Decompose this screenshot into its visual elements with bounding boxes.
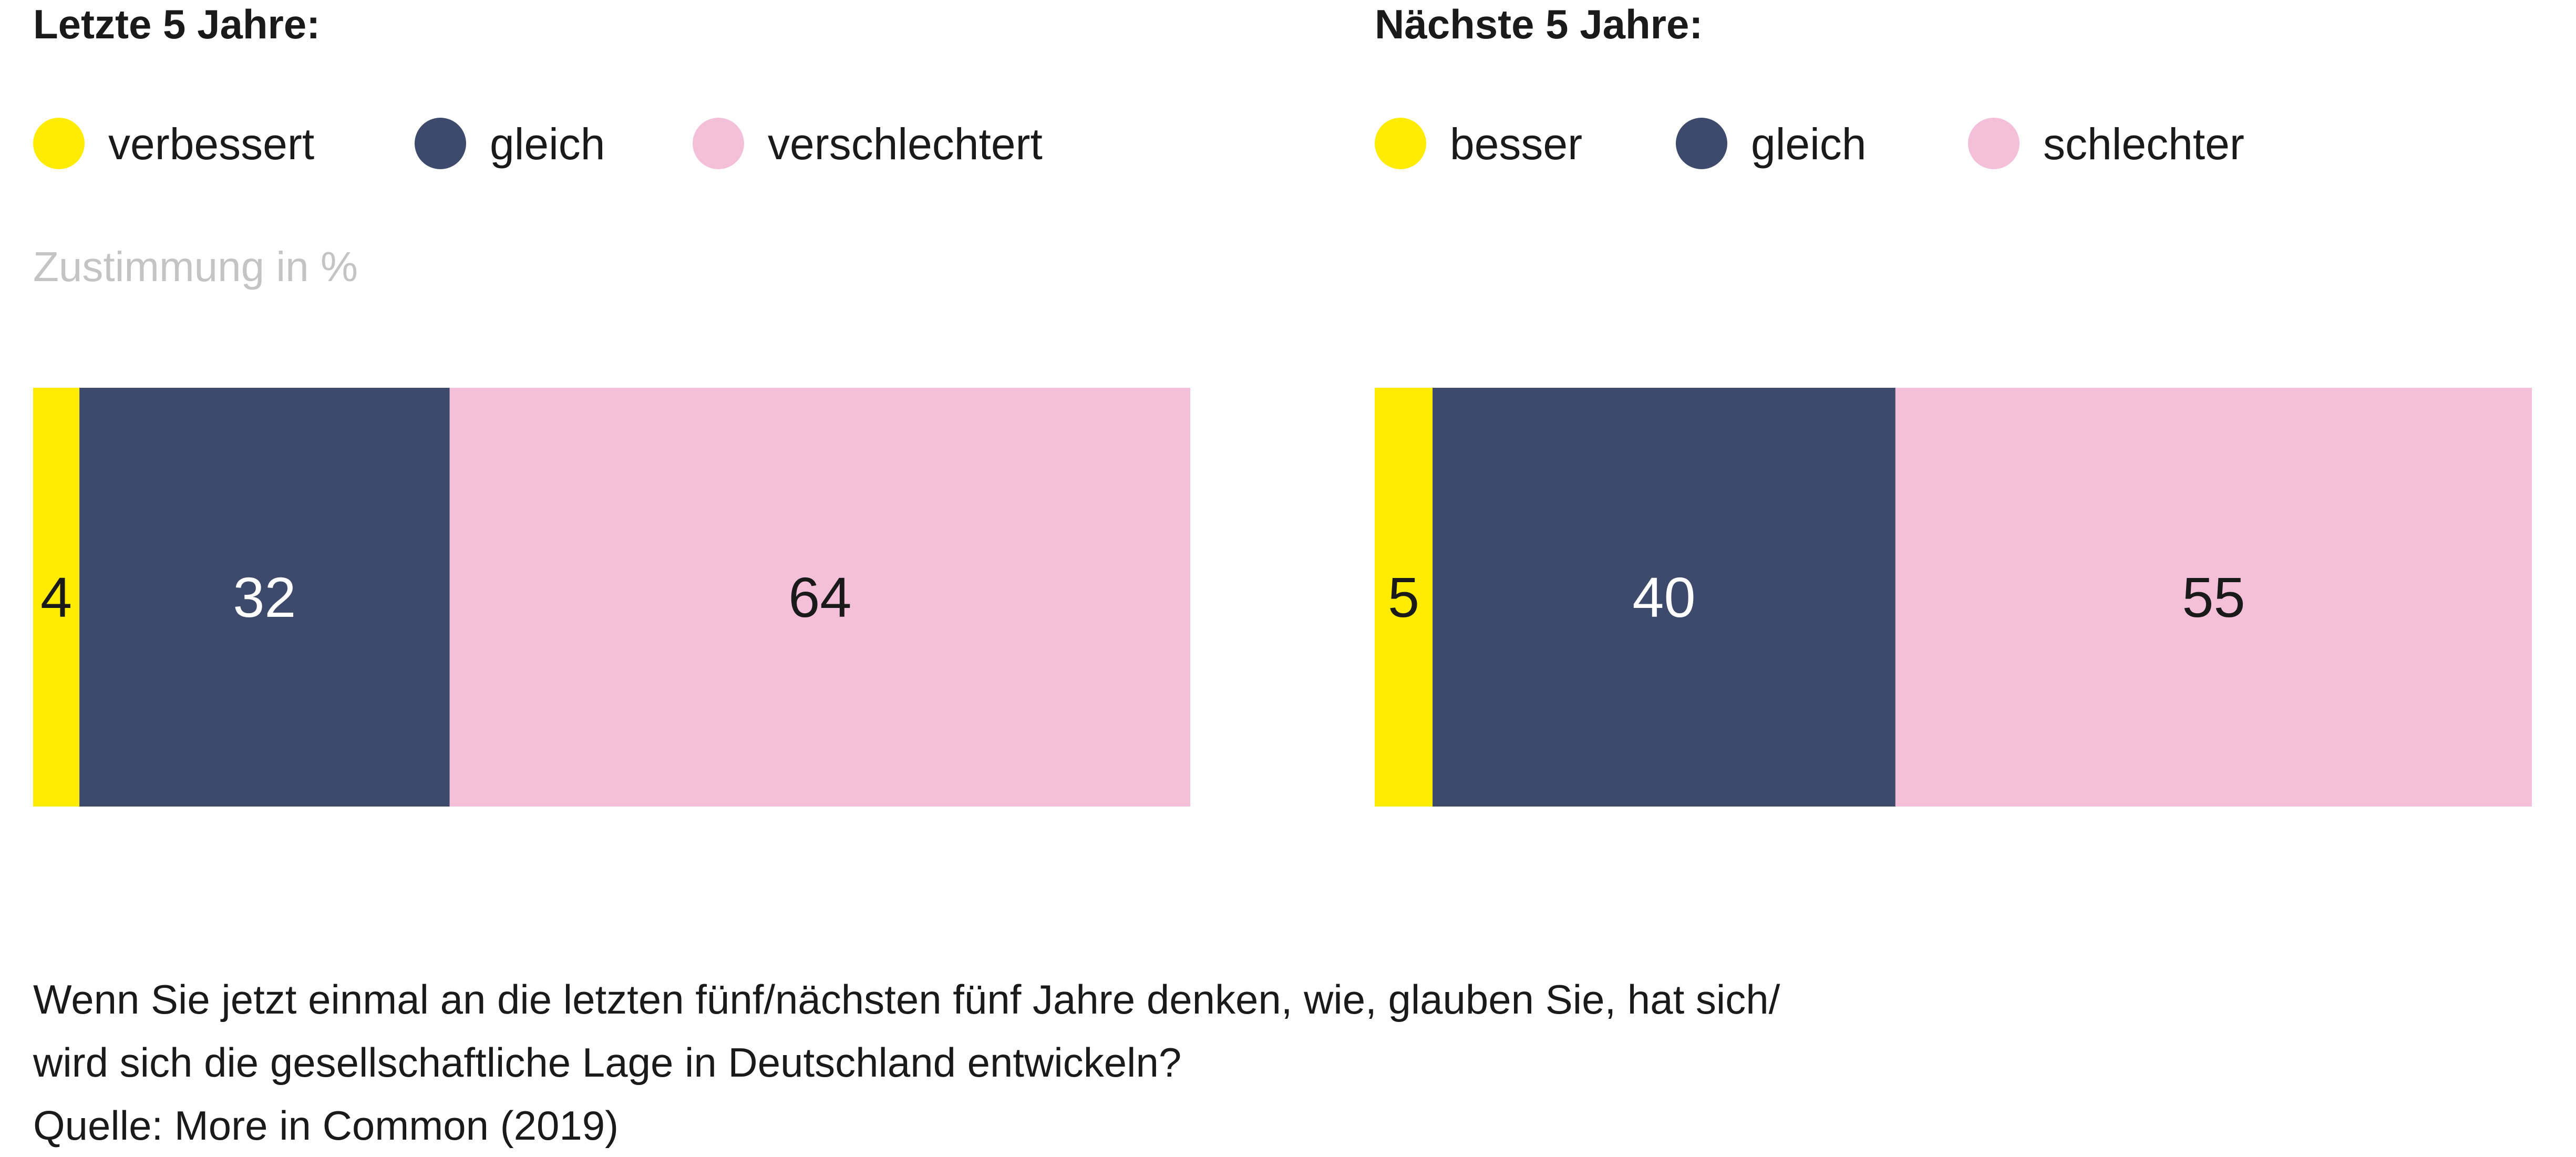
dot-icon (33, 118, 85, 169)
data-label-schlechter: 55 (2182, 565, 2245, 629)
chart-caption: Wenn Sie jetzt einmal an die letzten fün… (33, 968, 1780, 1157)
dot-icon (415, 118, 466, 169)
chart-panel-last-5-years: Letzte 5 Jahre: verbessert gleich versch… (33, 0, 1190, 820)
axis-unit-note: Zustimmung in % (33, 243, 358, 290)
data-label-gleich: 40 (1632, 565, 1695, 629)
data-label-gleich: 32 (233, 565, 296, 629)
bar-segment-verbessert (33, 388, 80, 807)
stacked-bar-chart: 4 32 64 (33, 388, 1190, 807)
legend-label: schlechter (2043, 119, 2244, 169)
caption-question-line-1: Wenn Sie jetzt einmal an die letzten fün… (33, 976, 1780, 1022)
legend-label: verbessert (108, 119, 315, 169)
bar-segment-verschlechtert (449, 388, 1190, 807)
caption-source: Quelle: More in Common (2019) (33, 1102, 619, 1149)
legend-label: besser (1450, 119, 1583, 169)
chart-title: Nächste 5 Jahre: (1375, 1, 1703, 47)
bar-segment-schlechter (1895, 388, 2532, 807)
dot-icon (693, 118, 744, 169)
data-label-besser: 5 (1388, 565, 1419, 629)
data-label-verbessert: 4 (40, 565, 72, 629)
bar-segment-gleich (79, 388, 450, 807)
caption-question-line-2: wird sich die gesellschaftliche Lage in … (33, 1039, 1182, 1086)
bar-segment-gleich (1433, 388, 1895, 807)
legend-label: gleich (1751, 119, 1867, 169)
dot-icon (1968, 118, 2019, 169)
legend-label: verschlechtert (768, 119, 1043, 169)
legend-label: gleich (490, 119, 605, 169)
chart-title: Letzte 5 Jahre: (33, 1, 321, 47)
bar-segment-besser (1375, 388, 1433, 807)
chart-panel-next-5-years: Nächste 5 Jahre: besser gleich schlechte… (1375, 0, 2532, 820)
dot-icon (1375, 118, 1426, 169)
data-label-verschlechtert: 64 (788, 565, 851, 629)
stacked-bar-chart: 5 40 55 (1375, 388, 2532, 807)
dot-icon (1676, 118, 1727, 169)
